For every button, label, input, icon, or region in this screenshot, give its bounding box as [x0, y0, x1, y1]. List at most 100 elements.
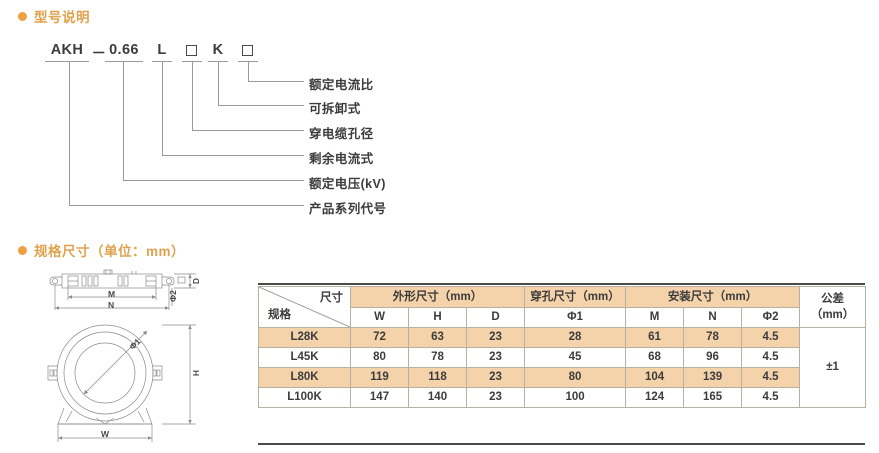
- cell-d: 23: [465, 327, 526, 348]
- cell-d: 23: [465, 367, 526, 388]
- section-title-model: 型号说明: [34, 10, 90, 25]
- dim-label-H: H: [191, 369, 202, 377]
- cell-m: 104: [625, 367, 685, 388]
- cell-n: 96: [683, 347, 743, 368]
- leader-hline-series: [69, 205, 304, 206]
- cell-phi2: 4.5: [741, 367, 801, 388]
- legend-label-ratio: 额定电流比: [309, 78, 374, 92]
- dim-label-D: D: [191, 277, 202, 285]
- cell-m: 124: [625, 387, 685, 408]
- section-heading-model: 型号说明: [18, 6, 90, 26]
- dim-label-N: N: [108, 300, 115, 310]
- cell-phi1: 28: [524, 327, 627, 348]
- leader-vline-residual: [162, 61, 163, 155]
- legend-label-voltage: 额定电压(kV): [309, 177, 386, 191]
- sub-header-M: M: [625, 307, 685, 328]
- specification-table: 尺寸 规格 外形尺寸（mm） 穿孔尺寸（mm） 安装尺寸（mm） 公差 （mm）…: [258, 286, 867, 408]
- sub-header-phi2: Φ2: [741, 307, 801, 328]
- corner-label-dimension: 尺寸: [320, 292, 343, 304]
- cell-phi2: 4.5: [741, 347, 801, 368]
- code-token-box-bore: [186, 45, 197, 56]
- cell-model: L28K: [258, 327, 351, 348]
- leader-vline-detachable: [218, 61, 219, 105]
- corner-label-model: 规格: [268, 309, 291, 321]
- sub-header-W: W: [350, 307, 409, 328]
- cell-h: 78: [408, 347, 467, 368]
- model-designation-diagram: AKH － 0.66 L K 额定电流比 可拆卸式 穿电缆孔径 剩余电流式 额定…: [0, 30, 450, 230]
- cell-phi1: 45: [524, 347, 627, 368]
- legend-label-bore: 穿电缆孔径: [309, 127, 374, 141]
- group-header-mounting: 安装尺寸（mm）: [625, 286, 801, 308]
- legend-label-residual: 剩余电流式: [309, 152, 374, 166]
- cell-d: 23: [465, 387, 526, 408]
- cell-w: 147: [350, 387, 409, 408]
- table-row: L28K 72 63 23 28 61 78 4.5 ±1: [258, 327, 867, 408]
- cell-h: 118: [408, 367, 467, 388]
- tolerance-header-line1: 公差: [821, 292, 845, 305]
- sub-header-D: D: [465, 307, 526, 328]
- table-row: L45K 80 78 23 45 68 96 4.5: [258, 347, 866, 368]
- cell-m: 68: [625, 347, 685, 368]
- cell-d: 23: [465, 347, 526, 368]
- leader-vline-series: [69, 61, 70, 205]
- cell-phi2: 4.5: [741, 387, 801, 408]
- table-bottom-rule: [258, 443, 865, 445]
- drawing-svg: [47, 269, 196, 442]
- table-top-rule: [258, 283, 865, 285]
- table-row: L80K 119 118 23 80 104 139 4.5: [258, 367, 866, 388]
- cell-w: 72: [350, 327, 409, 348]
- cell-w: 80: [350, 347, 409, 368]
- tolerance-header-line2: （mm）: [810, 308, 855, 321]
- cell-model: L100K: [258, 387, 351, 408]
- cell-tolerance: ±1: [799, 327, 867, 408]
- dim-label-W: W: [101, 429, 110, 439]
- legend-label-series: 产品系列代号: [309, 202, 387, 216]
- cell-phi1: 100: [524, 387, 627, 408]
- code-underline-voltage: [105, 61, 143, 62]
- sub-header-N: N: [683, 307, 743, 328]
- cell-n: 78: [683, 327, 743, 348]
- group-header-tolerance: 公差 （mm）: [799, 286, 867, 328]
- table-row: L100K 147 140 23 100 124 165 4.5: [258, 387, 866, 408]
- leader-hline-ratio: [248, 81, 304, 82]
- code-token-akh: AKH: [50, 42, 84, 58]
- cell-n: 165: [683, 387, 743, 408]
- leader-vline-voltage: [123, 61, 124, 180]
- spec-table-element: 尺寸 规格 外形尺寸（mm） 穿孔尺寸（mm） 安装尺寸（mm） 公差 （mm）…: [258, 286, 867, 408]
- sub-header-phi1: Φ1: [524, 307, 627, 328]
- group-header-bore: 穿孔尺寸（mm）: [524, 286, 627, 308]
- dim-label-M: M: [108, 289, 116, 299]
- legend-label-detachable: 可拆卸式: [309, 102, 361, 116]
- code-token-voltage: 0.66: [109, 42, 139, 58]
- cell-phi2: 4.5: [741, 327, 801, 348]
- bullet-icon: [18, 11, 27, 21]
- bullet-icon: [18, 245, 27, 255]
- cell-h: 63: [408, 327, 467, 348]
- leader-vline-bore: [192, 61, 193, 130]
- cell-model: L45K: [258, 347, 351, 368]
- section-title-dimensions: 规格尺寸（单位：mm）: [34, 244, 186, 259]
- cell-n: 139: [683, 367, 743, 388]
- leader-hline-detachable: [218, 105, 304, 106]
- leader-hline-voltage: [123, 180, 304, 181]
- code-token-separator: －: [91, 46, 107, 62]
- table-sub-header-row: W H D Φ1 M N Φ2: [259, 307, 866, 328]
- cell-model: L80K: [258, 367, 351, 388]
- leader-hline-bore: [192, 130, 304, 131]
- cell-h: 140: [408, 387, 467, 408]
- leader-vline-ratio: [248, 61, 249, 81]
- cell-m: 61: [625, 327, 685, 348]
- code-token-box-ratio: [242, 45, 253, 56]
- cell-phi1: 80: [524, 367, 627, 388]
- code-token-l: L: [157, 42, 167, 58]
- code-underline-akh: [45, 61, 89, 62]
- group-header-outline: 外形尺寸（mm）: [349, 286, 526, 308]
- table-corner-cell: 尺寸 规格: [258, 286, 351, 328]
- product-drawings: M N D Φ2 W H Φ1: [0, 268, 250, 448]
- sub-header-H: H: [408, 307, 467, 328]
- cell-w: 119: [350, 367, 409, 388]
- dim-label-phi2: Φ2: [167, 290, 178, 302]
- section-heading-dimensions: 规格尺寸（单位：mm）: [18, 240, 185, 260]
- code-token-k: K: [212, 42, 224, 58]
- table-group-header-row: 尺寸 规格 外形尺寸（mm） 穿孔尺寸（mm） 安装尺寸（mm） 公差 （mm）: [258, 286, 867, 328]
